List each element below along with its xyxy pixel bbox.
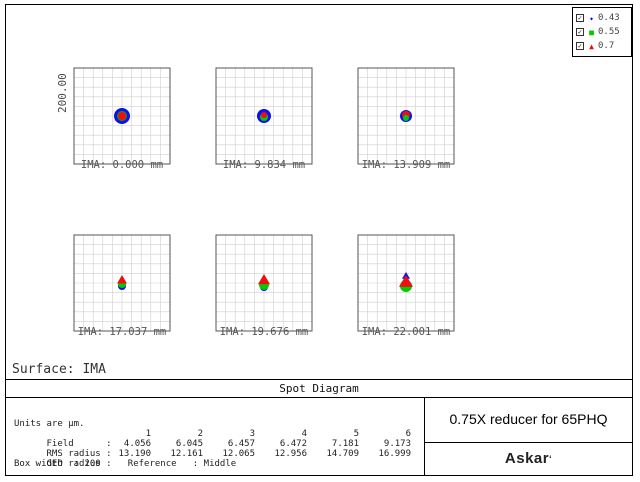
spot-mark bbox=[258, 274, 270, 285]
geo-value: 16.999 bbox=[378, 449, 411, 459]
spot-box-frame bbox=[357, 234, 455, 332]
spot-box-frame bbox=[215, 67, 313, 165]
spot-box-frame bbox=[357, 67, 455, 165]
scale-label: 200.00 bbox=[56, 73, 69, 113]
checkbox-icon[interactable]: ✓ bbox=[576, 14, 584, 22]
legend-item-1[interactable]: ✓ ■ 0.55 bbox=[576, 26, 620, 38]
spot-box-1: IMA: 0.000 mm bbox=[73, 67, 171, 171]
legend-label: 0.7 bbox=[598, 41, 615, 51]
spot-diagram-window: IMA: 0.000 mm IMA: 9.834 mm IMA: 13.909 mm… bbox=[5, 4, 633, 476]
rms-value: 6.472 bbox=[279, 439, 307, 449]
spot-mark bbox=[399, 275, 413, 287]
spot-box-frame bbox=[73, 67, 171, 165]
spot-box-6: IMA: 22.001 mm bbox=[357, 234, 455, 338]
rms-row: RMS radius : bbox=[14, 439, 112, 469]
box-line: Box width : 200 Reference : Middle bbox=[14, 459, 237, 469]
spot-box-frame bbox=[215, 234, 313, 332]
plot-area: IMA: 0.000 mm IMA: 9.834 mm IMA: 13.909 mm… bbox=[6, 5, 632, 379]
wavelength-legend: ✓ ✦ 0.43 ✓ ■ 0.55 ✓ ▲ 0.7 bbox=[572, 7, 632, 57]
checkbox-icon[interactable]: ✓ bbox=[576, 42, 584, 50]
spot-mark bbox=[261, 112, 267, 118]
legend-item-0[interactable]: ✓ ✦ 0.43 bbox=[576, 12, 620, 24]
brand-logo-text: Askar bbox=[504, 450, 550, 467]
field-value: 6 bbox=[405, 429, 411, 439]
checkbox-icon[interactable]: ✓ bbox=[576, 28, 584, 36]
surface-label: Surface: IMA bbox=[12, 362, 106, 377]
geo-row: GEO radius : bbox=[14, 449, 112, 479]
spot-plots: IMA: 0.000 mm IMA: 9.834 mm IMA: 13.909 mm… bbox=[73, 67, 455, 338]
geo-value: 14.709 bbox=[326, 449, 359, 459]
legend-label: 0.43 bbox=[598, 13, 620, 23]
field-value: 2 bbox=[197, 429, 203, 439]
ima-label: IMA: 9.834 mm bbox=[223, 159, 305, 171]
spot-mark bbox=[117, 275, 127, 284]
geo-value: 12.956 bbox=[274, 449, 307, 459]
info-block: Units are µm. Field : RMS radius : GEO r… bbox=[6, 397, 425, 475]
geo-value: 12.161 bbox=[170, 449, 203, 459]
rms-value: 7.181 bbox=[331, 439, 359, 449]
legend-item-2[interactable]: ✓ ▲ 0.7 bbox=[576, 40, 614, 52]
geo-value: 13.190 bbox=[118, 449, 151, 459]
field-row: Field : bbox=[14, 429, 112, 459]
spot-mark bbox=[118, 112, 126, 120]
rms-value: 9.173 bbox=[383, 439, 411, 449]
ima-label: IMA: 13.909 mm bbox=[362, 159, 451, 171]
rms-value: 6.045 bbox=[175, 439, 203, 449]
triangle-icon: ▲ bbox=[589, 41, 594, 51]
legend-label: 0.55 bbox=[598, 27, 620, 37]
units-line: Units are µm. bbox=[14, 419, 85, 429]
field-value: 1 bbox=[145, 429, 151, 439]
ima-label: IMA: 0.000 mm bbox=[81, 159, 163, 171]
rms-label: RMS radius : bbox=[46, 449, 112, 459]
spot-box-2: IMA: 9.834 mm bbox=[215, 67, 313, 171]
rms-value: 4.056 bbox=[123, 439, 151, 449]
rms-value: 6.457 bbox=[227, 439, 255, 449]
brand-logo: Askarʻ bbox=[425, 443, 632, 475]
spot-mark bbox=[403, 115, 409, 121]
field-value: 4 bbox=[301, 429, 307, 439]
brand-title: 0.75X reducer for 65PHQ bbox=[425, 397, 632, 443]
ima-label: IMA: 17.037 mm bbox=[78, 326, 167, 338]
logo-mark-icon: ʻ bbox=[549, 454, 553, 464]
diagram-title: Spot Diagram bbox=[6, 379, 632, 398]
field-value: 5 bbox=[353, 429, 359, 439]
field-label: Field : bbox=[46, 439, 112, 449]
spot-box-3: IMA: 13.909 mm bbox=[357, 67, 455, 171]
spot-box-frame bbox=[73, 234, 171, 332]
ima-label: IMA: 22.001 mm bbox=[362, 326, 451, 338]
geo-value: 12.065 bbox=[222, 449, 255, 459]
ima-label: IMA: 19.676 mm bbox=[220, 326, 309, 338]
square-icon: ■ bbox=[589, 27, 594, 37]
spot-box-4: IMA: 17.037 mm bbox=[73, 234, 171, 338]
spot-box-5: IMA: 19.676 mm bbox=[215, 234, 313, 338]
geo-label: GEO radius : bbox=[46, 459, 112, 469]
diamond-icon: ✦ bbox=[589, 13, 594, 23]
field-value: 3 bbox=[249, 429, 255, 439]
